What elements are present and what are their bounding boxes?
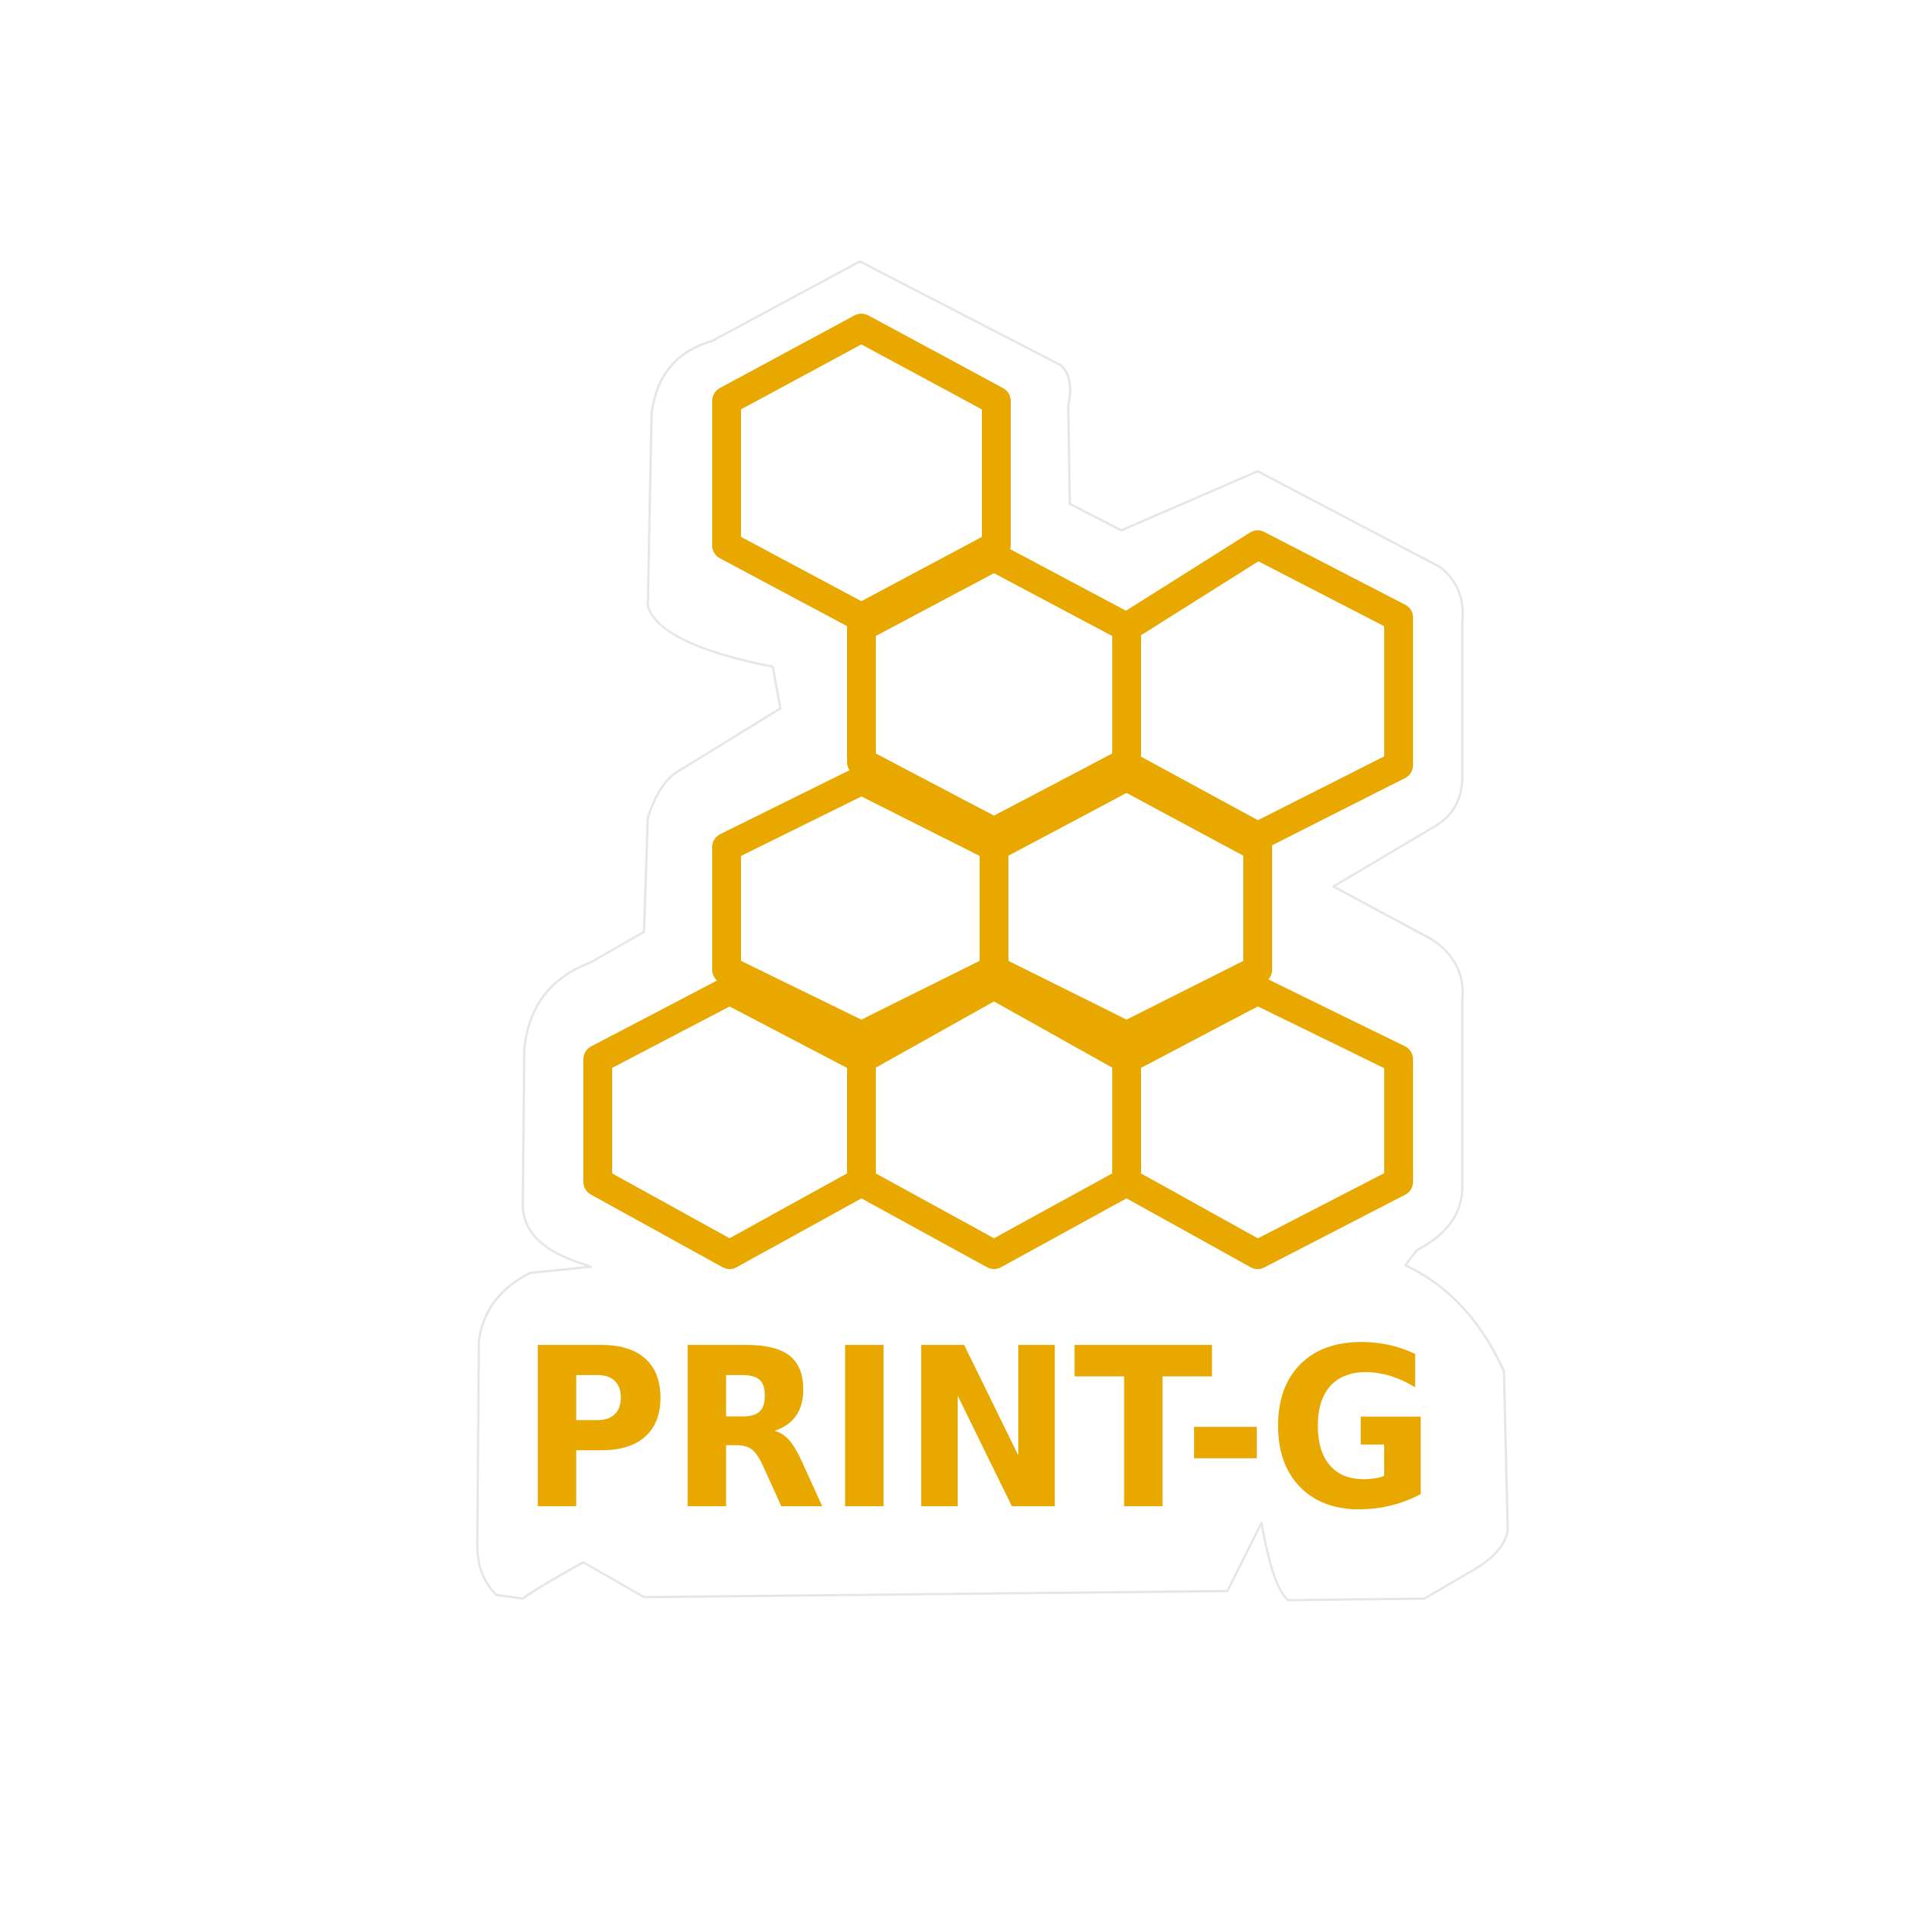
- hex-cell-row4-right: [1112, 976, 1413, 1269]
- brand-wordmark: PRINT-G: [519, 1301, 1436, 1558]
- hex-cell-row3-right: [980, 762, 1272, 1050]
- honeycomb-icon: [583, 314, 1413, 1269]
